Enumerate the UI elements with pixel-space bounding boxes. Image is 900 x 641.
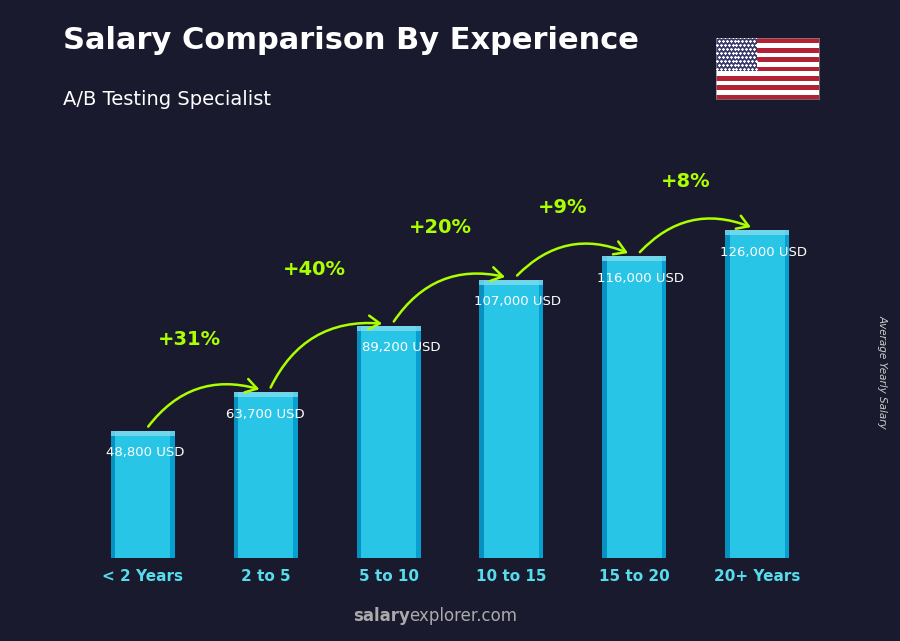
Bar: [785, 230, 789, 558]
Bar: [602, 256, 607, 558]
Text: 63,700 USD: 63,700 USD: [227, 408, 305, 420]
Text: Average Yearly Salary: Average Yearly Salary: [878, 315, 887, 429]
Text: +40%: +40%: [284, 260, 346, 279]
Bar: [170, 431, 175, 558]
Bar: [480, 279, 544, 285]
Bar: [111, 431, 115, 558]
Bar: [716, 67, 819, 71]
Bar: [356, 326, 361, 558]
Bar: [716, 62, 819, 67]
Text: Salary Comparison By Experience: Salary Comparison By Experience: [63, 26, 639, 54]
Bar: [111, 431, 175, 558]
Bar: [662, 256, 666, 558]
Bar: [716, 81, 819, 85]
Bar: [716, 85, 819, 90]
Bar: [356, 326, 420, 331]
Bar: [716, 38, 819, 43]
Text: 48,800 USD: 48,800 USD: [106, 446, 184, 459]
Text: 116,000 USD: 116,000 USD: [597, 272, 684, 285]
Bar: [416, 326, 420, 558]
Bar: [716, 57, 819, 62]
FancyArrowPatch shape: [394, 267, 503, 322]
Bar: [725, 230, 789, 558]
Text: +31%: +31%: [158, 330, 221, 349]
Text: 107,000 USD: 107,000 USD: [474, 295, 561, 308]
Bar: [716, 48, 819, 53]
Bar: [716, 95, 819, 99]
Text: explorer.com: explorer.com: [410, 607, 518, 625]
Text: +9%: +9%: [538, 198, 588, 217]
Bar: [602, 256, 666, 558]
Bar: [480, 279, 544, 558]
Text: salary: salary: [353, 607, 410, 625]
Bar: [356, 326, 420, 558]
Bar: [234, 392, 298, 558]
Bar: [293, 392, 298, 558]
FancyArrowPatch shape: [640, 216, 749, 252]
Text: +20%: +20%: [409, 218, 472, 237]
Bar: [234, 392, 238, 558]
Bar: [602, 256, 666, 262]
Bar: [716, 71, 819, 76]
Bar: [716, 53, 819, 57]
Text: 126,000 USD: 126,000 USD: [720, 246, 806, 258]
Bar: [480, 279, 484, 558]
Text: 89,200 USD: 89,200 USD: [362, 341, 440, 354]
Bar: [716, 90, 819, 95]
FancyArrowPatch shape: [148, 379, 257, 426]
Bar: [234, 392, 298, 397]
Bar: [716, 76, 819, 81]
Bar: [725, 230, 730, 558]
FancyArrowPatch shape: [517, 242, 625, 276]
Bar: [716, 43, 819, 48]
Text: +8%: +8%: [662, 172, 711, 192]
Bar: [111, 431, 175, 436]
Bar: [539, 279, 544, 558]
Bar: [716, 38, 757, 71]
Bar: [725, 230, 789, 235]
FancyArrowPatch shape: [271, 315, 380, 388]
Text: A/B Testing Specialist: A/B Testing Specialist: [63, 90, 271, 109]
